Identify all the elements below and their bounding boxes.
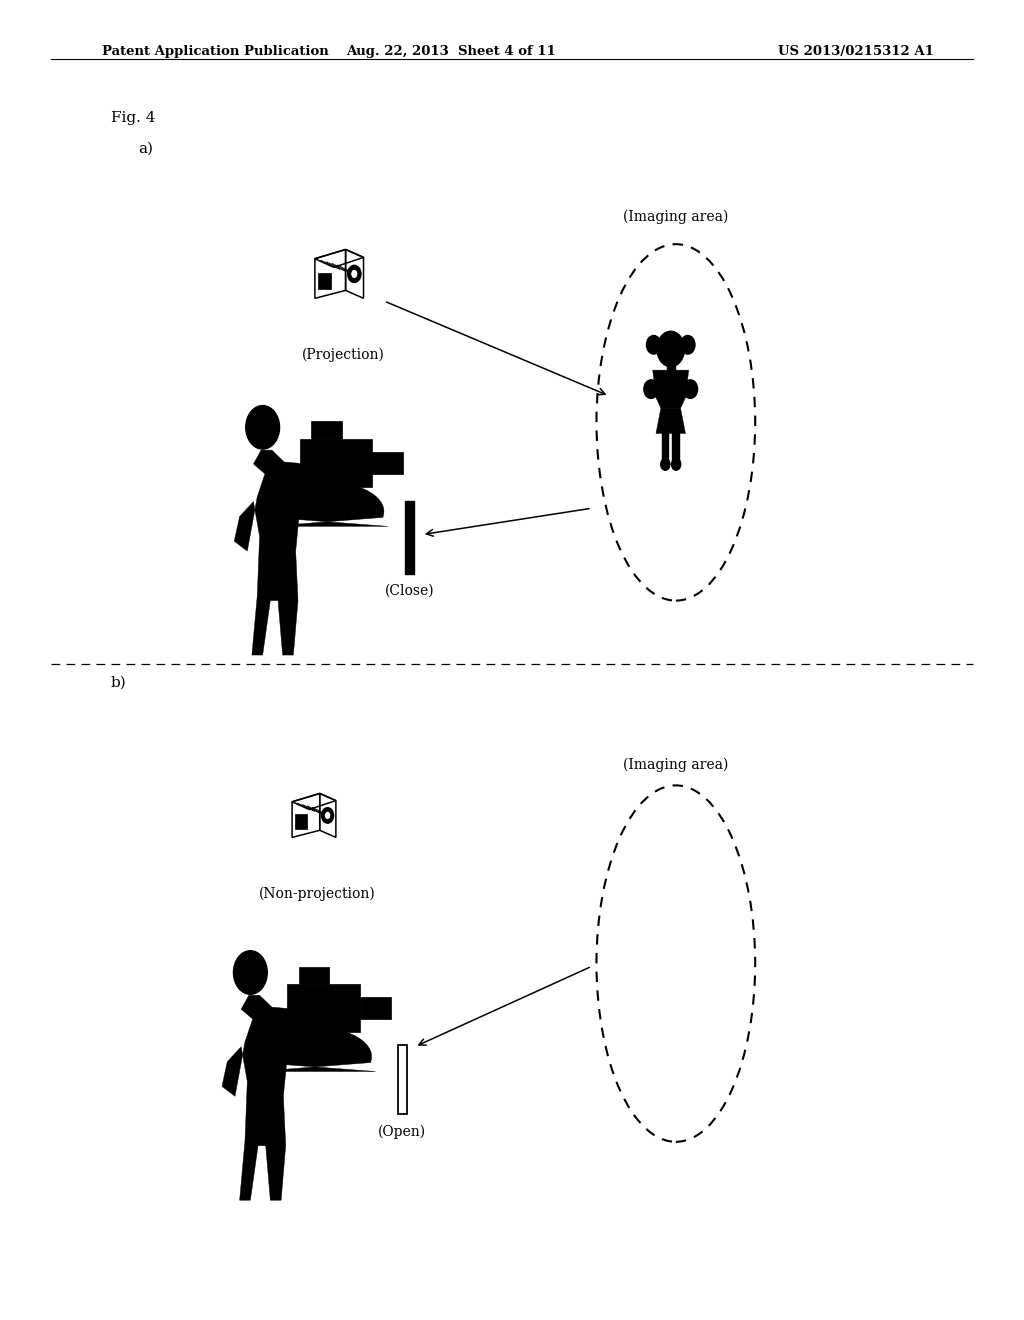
Text: (Open): (Open)	[379, 1125, 426, 1139]
Polygon shape	[673, 433, 680, 461]
Bar	[373, 451, 403, 474]
Circle shape	[322, 808, 334, 824]
Bar	[299, 966, 330, 985]
Text: US 2013/0215312 A1: US 2013/0215312 A1	[778, 45, 934, 58]
Circle shape	[657, 331, 684, 367]
Polygon shape	[656, 408, 685, 433]
Circle shape	[646, 335, 660, 354]
Circle shape	[325, 812, 331, 820]
Circle shape	[644, 380, 658, 399]
Text: (Non-projection): (Non-projection)	[259, 887, 376, 902]
Bar	[311, 421, 342, 440]
Bar	[397, 1045, 408, 1114]
Text: Fig. 4: Fig. 4	[111, 111, 155, 125]
Polygon shape	[234, 450, 327, 655]
Bar	[287, 985, 360, 1032]
Circle shape	[683, 380, 697, 399]
Circle shape	[672, 458, 681, 470]
Text: (Close): (Close)	[385, 583, 434, 598]
Text: Aug. 22, 2013  Sheet 4 of 11: Aug. 22, 2013 Sheet 4 of 11	[346, 45, 555, 58]
Circle shape	[660, 458, 670, 470]
Polygon shape	[652, 370, 689, 408]
Text: (Imaging area): (Imaging area)	[624, 210, 728, 224]
Polygon shape	[662, 433, 669, 461]
Bar	[360, 998, 391, 1019]
Circle shape	[350, 269, 358, 279]
Polygon shape	[268, 482, 388, 527]
Bar	[295, 814, 307, 829]
Text: a): a)	[138, 141, 154, 156]
Circle shape	[348, 265, 361, 282]
Bar	[318, 272, 332, 289]
Bar	[300, 440, 373, 487]
Bar	[406, 500, 414, 573]
Text: (Projection): (Projection)	[302, 347, 384, 362]
Circle shape	[233, 950, 267, 994]
Text: b): b)	[111, 676, 126, 690]
Text: Patent Application Publication: Patent Application Publication	[102, 45, 329, 58]
Text: (Imaging area): (Imaging area)	[624, 758, 728, 772]
Polygon shape	[256, 1027, 376, 1072]
Polygon shape	[222, 995, 314, 1200]
Circle shape	[246, 405, 280, 449]
Circle shape	[681, 335, 695, 354]
Bar	[667, 366, 675, 370]
